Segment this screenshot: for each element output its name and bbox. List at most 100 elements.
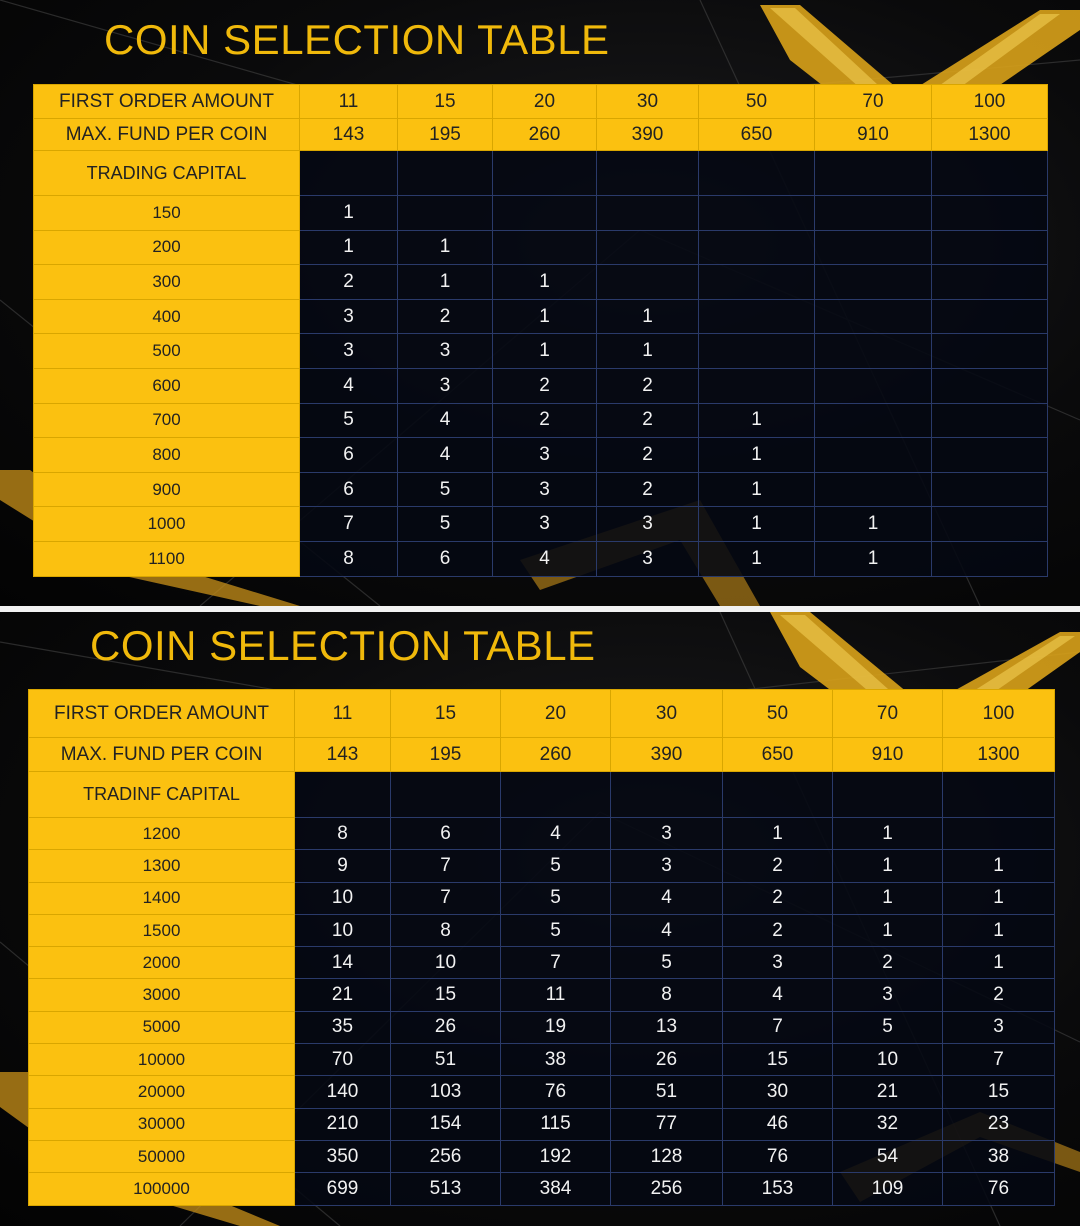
table-row: 1400 10 7 5 4 2 1 1 (28, 881, 1055, 915)
coin-count: 1 (942, 946, 1055, 980)
table-row: 300 2 1 1 (33, 264, 1048, 300)
first-order-value: 100 (942, 689, 1055, 738)
coin-count: 1 (832, 849, 943, 883)
coin-count (814, 195, 932, 231)
trading-capital-value: 1100 (33, 540, 300, 577)
coin-count: 8 (299, 540, 398, 577)
coin-count: 3 (492, 506, 597, 542)
coin-count (931, 229, 1048, 266)
coin-count: 4 (610, 913, 723, 948)
trading-capital-label: TRADING CAPITAL (33, 150, 300, 196)
empty-cell (722, 771, 833, 818)
coin-count: 1 (832, 816, 943, 851)
first-order-value: 11 (299, 84, 398, 119)
coin-count: 2 (596, 367, 699, 404)
coin-count: 8 (294, 816, 391, 851)
table-row: 800 6 4 3 2 1 (33, 437, 1048, 473)
first-order-value: 15 (390, 689, 501, 738)
max-fund-value: 1300 (931, 118, 1048, 151)
coin-count (942, 816, 1055, 851)
coin-count: 38 (500, 1043, 611, 1077)
trading-capital-value: 200 (33, 229, 300, 266)
coin-count: 2 (832, 946, 943, 980)
coin-count (814, 367, 932, 404)
coin-count (814, 229, 932, 266)
coin-count: 2 (299, 264, 398, 300)
coin-count: 10 (294, 913, 391, 948)
coin-count: 513 (390, 1172, 501, 1206)
coin-count: 5 (500, 849, 611, 883)
trading-capital-value: 30000 (28, 1107, 295, 1141)
coin-count: 46 (722, 1107, 833, 1141)
coin-count: 1 (397, 229, 493, 266)
coin-count: 103 (390, 1075, 501, 1109)
coin-count: 7 (500, 946, 611, 980)
coin-count (596, 264, 699, 300)
trading-capital-value: 2000 (28, 946, 295, 980)
coin-count: 14 (294, 946, 391, 980)
coin-count: 21 (832, 1075, 943, 1109)
coin-count: 3 (492, 471, 597, 508)
max-fund-label: MAX. FUND PER COIN (33, 118, 300, 151)
max-fund-value: 143 (299, 118, 398, 151)
empty-cell (931, 150, 1048, 196)
table-row: 1500 10 8 5 4 2 1 1 (28, 913, 1055, 948)
coin-count: 3 (397, 333, 493, 369)
trading-capital-value: 300 (33, 264, 300, 300)
coin-count: 70 (294, 1043, 391, 1077)
coin-count: 4 (397, 402, 493, 439)
max-fund-value: 650 (698, 118, 815, 151)
coin-count (814, 298, 932, 335)
max-fund-value: 260 (500, 737, 611, 772)
coin-count: 1 (814, 540, 932, 577)
coin-count (698, 298, 815, 335)
trading-capital-value: 1300 (28, 849, 295, 883)
first-order-value: 20 (500, 689, 611, 738)
coin-count: 26 (610, 1043, 723, 1077)
coin-count: 4 (722, 978, 833, 1012)
coin-count (596, 195, 699, 231)
trading-capital-value: 900 (33, 471, 300, 508)
table-row: 500 3 3 1 1 (33, 333, 1048, 369)
coin-count (814, 471, 932, 508)
trading-capital-value: 150 (33, 195, 300, 231)
coin-count: 3 (397, 367, 493, 404)
first-order-label: FIRST ORDER AMOUNT (28, 689, 295, 738)
coin-count: 30 (722, 1075, 833, 1109)
coin-count: 1 (596, 333, 699, 369)
coin-count: 4 (500, 816, 611, 851)
coin-count: 1 (492, 298, 597, 335)
first-order-value: 70 (814, 84, 932, 119)
coin-count: 384 (500, 1172, 611, 1206)
coin-count: 2 (492, 367, 597, 404)
coin-count: 8 (390, 913, 501, 948)
trading-capital-value: 800 (33, 437, 300, 473)
coin-count: 2 (492, 402, 597, 439)
coin-count (814, 437, 932, 473)
coin-count: 1 (942, 849, 1055, 883)
coin-count (931, 264, 1048, 300)
coin-count (596, 229, 699, 266)
coin-count: 1 (492, 333, 597, 369)
coin-count: 8 (610, 978, 723, 1012)
trading-capital-value: 50000 (28, 1139, 295, 1174)
table-row: 900 6 5 3 2 1 (33, 471, 1048, 508)
first-order-value: 50 (722, 689, 833, 738)
coin-count: 7 (299, 506, 398, 542)
coin-count (397, 195, 493, 231)
max-fund-value: 910 (814, 118, 932, 151)
empty-cell (500, 771, 611, 818)
coin-count: 192 (500, 1139, 611, 1174)
coin-count: 1 (299, 195, 398, 231)
coin-count: 35 (294, 1010, 391, 1045)
coin-count: 15 (390, 978, 501, 1012)
trading-capital-label: TRADINF CAPITAL (28, 771, 295, 818)
coin-count: 1 (832, 881, 943, 915)
coin-count: 153 (722, 1172, 833, 1206)
max-fund-value: 195 (390, 737, 501, 772)
coin-count: 1 (698, 540, 815, 577)
trading-capital-value: 5000 (28, 1010, 295, 1045)
coin-count: 1 (299, 229, 398, 266)
coin-count: 699 (294, 1172, 391, 1206)
empty-cell (698, 150, 815, 196)
